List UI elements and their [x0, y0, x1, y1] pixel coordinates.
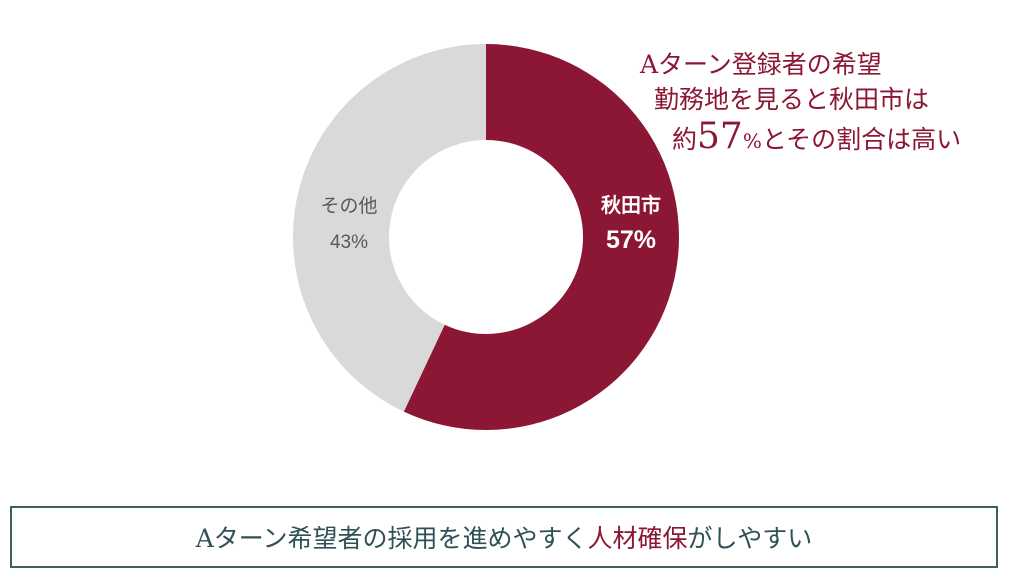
conclusion-text-1: Aターン希望者の採用を進めやすく	[195, 524, 588, 553]
headline-suffix: とその割合は高い	[761, 125, 962, 154]
label-akita-name: 秋田市	[601, 193, 661, 217]
headline-prefix: 約	[672, 125, 698, 154]
slice-akita	[403, 44, 679, 430]
headline-unit: %	[742, 129, 762, 153]
headline-number: 57	[697, 116, 743, 157]
headline-line-3: 約57%とその割合は高い	[672, 119, 961, 155]
label-akita-value: 57%	[606, 226, 656, 254]
conclusion-box: Aターン希望者の採用を進めやすく 人材確保 がしやすい	[10, 506, 998, 568]
conclusion-text-2: がしやすい	[687, 524, 813, 553]
conclusion-highlight: 人材確保	[587, 524, 688, 553]
label-other-name: その他	[320, 195, 377, 217]
headline-line-1: Aターン登録者の希望	[640, 50, 882, 79]
donut-chart: 秋田市 57% その他 43%	[292, 44, 679, 430]
slice-other	[292, 44, 486, 412]
headline-line-2: 勤務地を見ると秋田市は	[654, 85, 930, 114]
label-other-value: 43%	[330, 232, 368, 253]
